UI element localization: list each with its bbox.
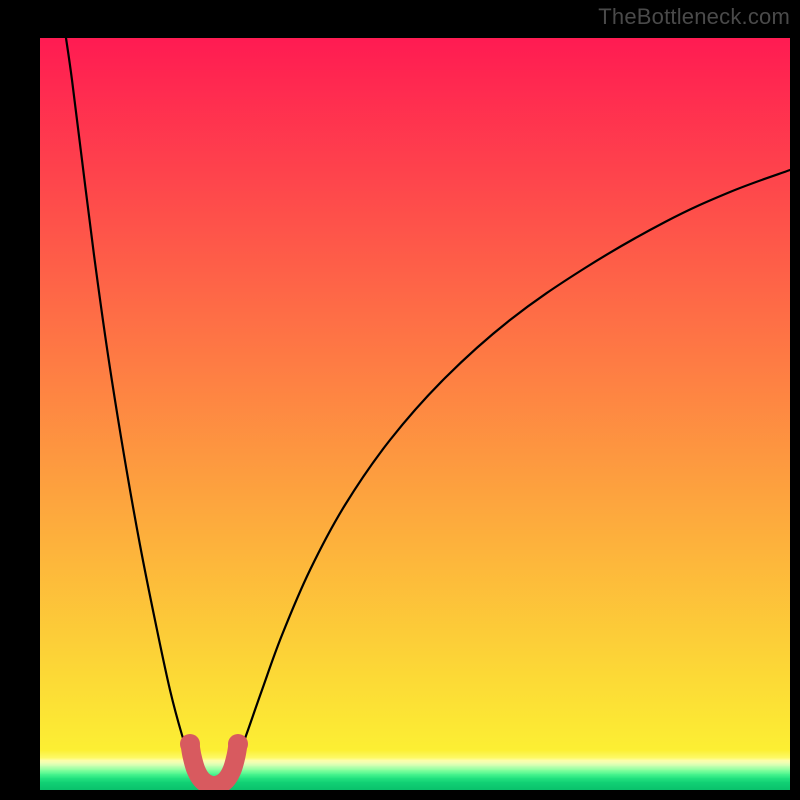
gradient-band [40, 770, 790, 775]
u-cap-left [180, 734, 200, 754]
gradient-band [40, 766, 790, 771]
gradient-band [40, 750, 790, 759]
gradient-band [40, 778, 790, 783]
chart-stage: TheBottleneck.com [0, 0, 800, 800]
gradient-band [40, 760, 790, 764]
gradient-band [40, 782, 790, 791]
u-cap-right [228, 734, 248, 754]
watermark-text: TheBottleneck.com [598, 4, 790, 30]
plot-area [40, 38, 790, 791]
gradient-band [40, 38, 790, 751]
gradient-band [40, 763, 790, 767]
plot-svg [0, 0, 800, 800]
gradient-band [40, 774, 790, 779]
